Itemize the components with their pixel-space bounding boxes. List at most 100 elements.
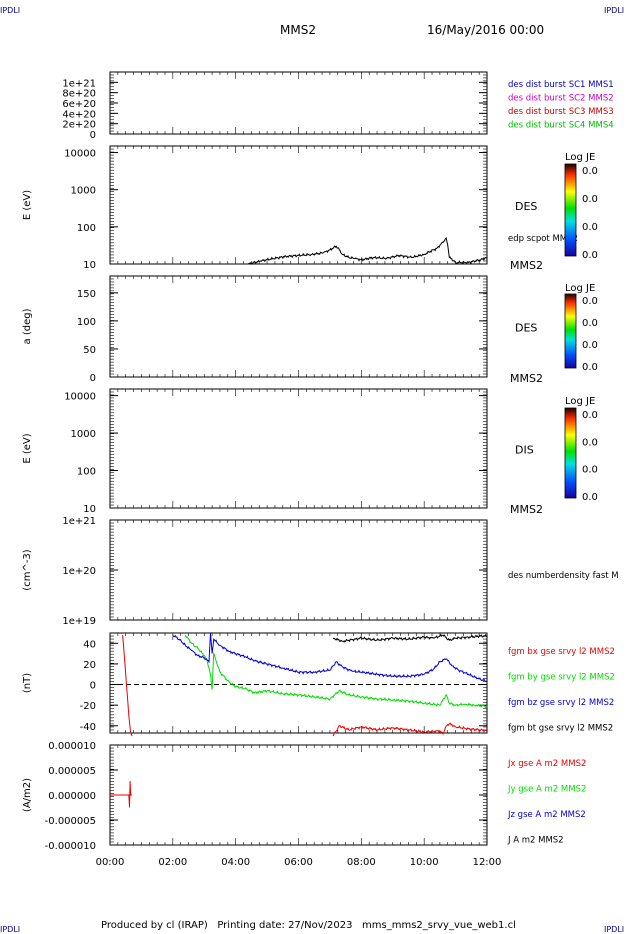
instrument-label: DES <box>515 200 537 213</box>
spacecraft-label: MMS2 <box>510 372 543 385</box>
colorbar-title: Log JE <box>565 396 595 407</box>
colorbar-tick-label: 0.0 <box>582 362 598 373</box>
header-left-tag: IPDLI <box>0 6 20 15</box>
xtick-label: 04:00 <box>221 857 250 868</box>
ytick-label: 100 <box>77 467 96 478</box>
series-label: des numberdensity fast M <box>508 571 619 581</box>
colorbar-tick-label: 0.0 <box>582 194 598 205</box>
ytick-label: -0.000005 <box>45 816 96 827</box>
panel-des_pitch: 150 100 50 0 a (deg) DES MMS2 Log JE 0.0 0.0 0.0 0.… <box>22 275 598 385</box>
ytick-label: 10 <box>83 504 96 515</box>
legend-entry: Jx gse A m2 MMS2 <box>507 759 586 769</box>
colorbar-gradient <box>564 407 577 499</box>
ytick-label: 1000 <box>71 186 96 197</box>
series-line-scpot <box>247 236 488 265</box>
legend-entry: des dist burst SC4 MMS4 <box>508 121 614 131</box>
date-title: 16/May/2016 00:00 <box>427 23 544 37</box>
footer-left-tag: IPDLI <box>0 925 20 934</box>
panel-frame <box>109 388 488 509</box>
panel-frame <box>109 145 488 265</box>
colorbar: Log JE 0.0 0.0 0.0 0.0 <box>564 283 598 373</box>
colorbar-tick-label: 0.0 <box>582 465 598 476</box>
ytick-label: 1e+21 <box>62 78 96 89</box>
colorbar-tick-label: 0.0 <box>582 166 598 177</box>
ytick-label: 0.000005 <box>48 766 96 777</box>
ytick-label: 8e+20 <box>62 89 96 100</box>
spacecraft-title: MMS2 <box>280 23 316 37</box>
xtick-label: 00:00 <box>96 857 125 868</box>
colorbar-tick-label: 0.0 <box>582 222 598 233</box>
panel-des_energy: 10000 1000 100 10 E (eV) edp scpot MMS2 DES MMS… <box>22 145 598 272</box>
series-line-bz <box>172 632 488 682</box>
y-axis-label: (nT) <box>22 673 33 693</box>
header-right-tag: IPDLI <box>604 6 624 15</box>
legend-entry: J A m2 MMS2 <box>507 836 564 846</box>
xtick-label: 10:00 <box>410 857 439 868</box>
spacecraft-label: MMS2 <box>510 259 543 272</box>
spacecraft-label: MMS2 <box>510 503 543 516</box>
footer-credit: Produced by cl (IRAP) Printing date: 27/… <box>101 920 516 931</box>
minor-ticks <box>109 519 488 621</box>
ytick-label: 1e+19 <box>62 616 96 627</box>
y-axis-label: E (eV) <box>22 190 33 220</box>
series-line-bx <box>122 635 488 737</box>
ytick-label: 10 <box>83 260 96 271</box>
colorbar-tick-label: 0.0 <box>582 340 598 351</box>
minor-ticks <box>109 145 488 265</box>
ytick-label: 6e+20 <box>62 99 96 110</box>
legend-entry: fgm bt gse srvy l2 MMS2 <box>508 724 613 734</box>
ytick-label: 0.000010 <box>48 741 96 752</box>
panel-density: 1e+21 1e+20 1e+19 (cm^-3) des numberdensity … <box>22 516 619 627</box>
colorbar-title: Log JE <box>565 152 595 163</box>
time-axis: 00:00 02:00 04:00 06:00 08:00 10:00 12:00 <box>96 857 502 868</box>
panel-frame <box>109 71 488 135</box>
series-line-bt <box>332 633 488 643</box>
series-line-gse <box>110 781 487 808</box>
xtick-label: 06:00 <box>284 857 313 868</box>
colorbar: Log JE 0.0 0.0 0.0 0.0 <box>564 396 598 503</box>
ytick-label: 20 <box>83 660 96 671</box>
legend-entry: Jy gse A m2 MMS2 <box>507 785 586 795</box>
minor-ticks <box>109 388 488 509</box>
legend-entry: des dist burst SC1 MMS1 <box>508 80 614 90</box>
panel-dis_energy: 10000 1000 100 10 E (eV) DIS MMS2 Log JE 0.0 0.0 0… <box>22 388 598 516</box>
ytick-label: 0 <box>90 130 96 141</box>
ytick-label: 50 <box>83 345 96 356</box>
legend-entry: des dist burst SC2 MMS2 <box>508 94 614 104</box>
ytick-label: 4e+20 <box>62 109 96 120</box>
legend-entry: fgm by gse srvy l2 MMS2 <box>508 673 615 683</box>
legend-entry: fgm bx gse srvy l2 MMS2 <box>508 647 615 657</box>
y-axis-label: E (eV) <box>22 433 33 463</box>
ytick-label: 10000 <box>64 149 96 160</box>
xtick-label: 08:00 <box>347 857 376 868</box>
instrument-label: DES <box>515 322 537 335</box>
ytick-label: 150 <box>77 289 96 300</box>
legend-entry: fgm bz gse srvy l2 MMS2 <box>508 698 614 708</box>
footer-right-tag: IPDLI <box>604 925 624 934</box>
colorbar-tick-label: 0.0 <box>582 492 598 503</box>
series-line-by <box>184 634 488 709</box>
minor-ticks <box>109 744 488 846</box>
panel-current: 0.000010 0.000005 0.000000 -0.000005 -0.0000… <box>22 741 586 852</box>
y-axis-label: (cm^-3) <box>22 549 33 590</box>
colorbar-tick-label: 0.0 <box>582 250 598 261</box>
minor-ticks <box>109 632 488 734</box>
ytick-label: 10000 <box>64 392 96 403</box>
y-axis-label: a (deg) <box>22 308 33 344</box>
ytick-label: 2e+20 <box>62 120 96 131</box>
panel-frame <box>109 632 488 734</box>
colorbar-gradient <box>564 293 577 369</box>
series-label: edp scpot MMS2 <box>508 234 578 244</box>
ytick-label: 1e+21 <box>62 516 96 527</box>
ytick-label: 0.000000 <box>48 791 96 802</box>
instrument-label: DIS <box>515 444 534 457</box>
ytick-label: 100 <box>77 317 96 328</box>
ytick-label: 40 <box>83 639 96 650</box>
colorbar-gradient <box>564 163 577 257</box>
colorbar-tick-label: 0.0 <box>582 296 598 307</box>
ytick-label: 100 <box>77 223 96 234</box>
ytick-label: -40 <box>80 722 96 733</box>
ytick-label: -0.000010 <box>45 841 96 852</box>
